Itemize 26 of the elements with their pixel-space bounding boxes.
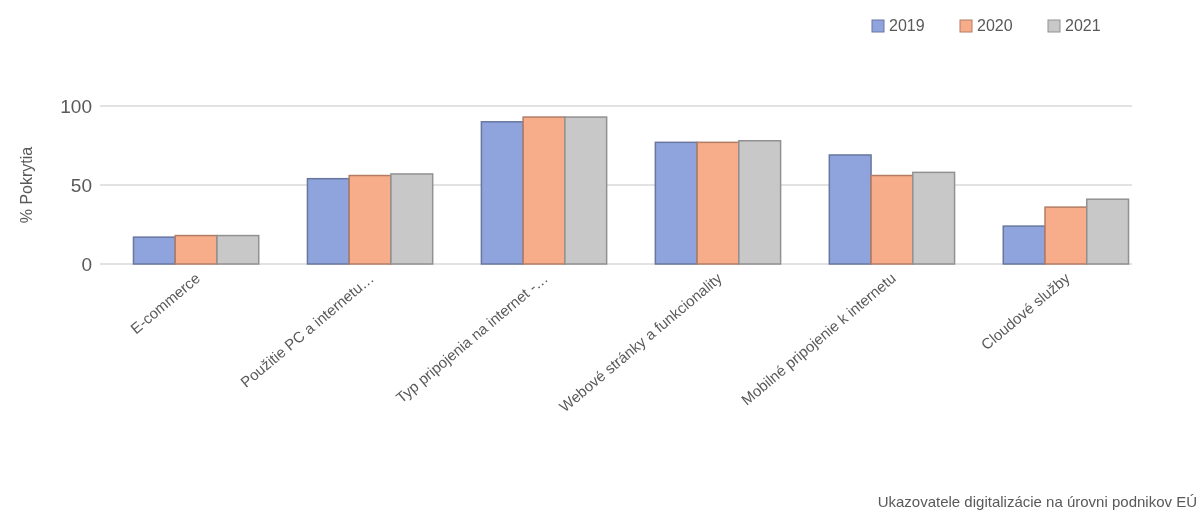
bar bbox=[738, 140, 782, 265]
bar bbox=[306, 177, 350, 265]
y-tick-label: 100 bbox=[60, 95, 92, 117]
bar bbox=[654, 141, 698, 265]
legend-label: 2020 bbox=[977, 17, 1013, 34]
legend-label: 2019 bbox=[889, 17, 925, 34]
bar bbox=[390, 173, 434, 265]
bar bbox=[132, 236, 176, 265]
bar bbox=[696, 141, 740, 265]
y-tick-label: 50 bbox=[70, 174, 92, 196]
bar bbox=[522, 116, 566, 265]
bar bbox=[564, 116, 608, 265]
bar bbox=[1086, 198, 1130, 265]
bar bbox=[348, 174, 392, 265]
bar bbox=[1002, 225, 1046, 265]
bar bbox=[912, 171, 956, 265]
bar bbox=[828, 154, 872, 265]
bar bbox=[1044, 206, 1088, 265]
y-axis-title: % Pokrytia bbox=[18, 146, 35, 224]
bar bbox=[480, 121, 524, 265]
y-tick-label: 0 bbox=[81, 253, 92, 275]
bar bbox=[216, 234, 260, 265]
legend-label: 2021 bbox=[1065, 17, 1101, 34]
text: Ukazovatele digitalizácie na úrovni podnikov EÚ bbox=[877, 493, 1197, 510]
bar bbox=[174, 234, 218, 265]
bar bbox=[870, 174, 914, 265]
